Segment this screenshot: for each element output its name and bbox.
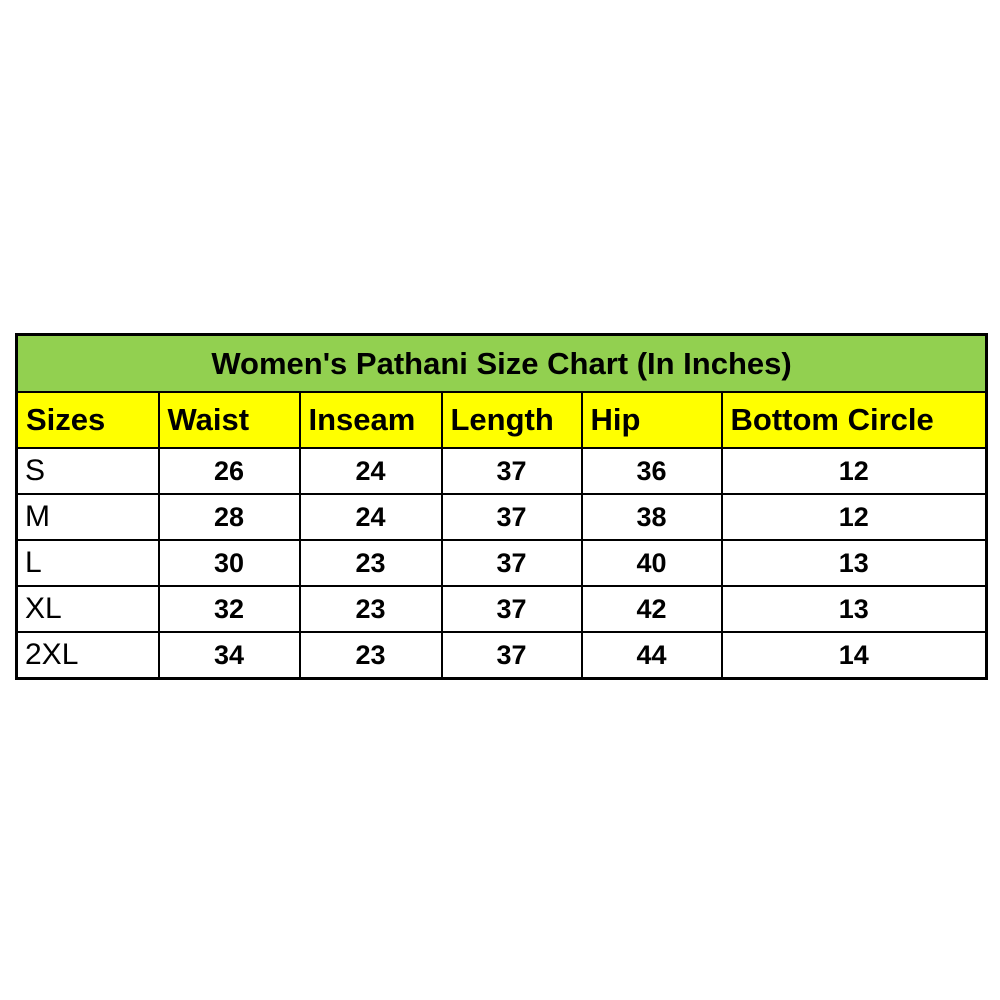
hip-value: 36 (580, 447, 723, 495)
bottom-circle-value: 12 (720, 447, 988, 495)
size-label: S (15, 447, 160, 495)
hip-value: 38 (580, 493, 723, 541)
title-row: Women's Pathani Size Chart (In Inches) (15, 333, 988, 393)
size-chart-table: Women's Pathani Size Chart (In Inches) S… (15, 333, 989, 680)
size-label: L (15, 539, 160, 587)
length-value: 37 (440, 539, 583, 587)
waist-value: 30 (157, 539, 301, 587)
inseam-value: 23 (298, 585, 443, 633)
table-row-s: S 26 24 37 36 12 (15, 447, 988, 495)
waist-value: 34 (157, 631, 301, 680)
column-header-waist: Waist (157, 391, 301, 449)
chart-title: Women's Pathani Size Chart (In Inches) (15, 333, 988, 393)
column-header-hip: Hip (580, 391, 723, 449)
inseam-value: 24 (298, 493, 443, 541)
column-header-bottom-circle: Bottom Circle (720, 391, 988, 449)
waist-value: 28 (157, 493, 301, 541)
size-label: 2XL (15, 631, 160, 680)
hip-value: 40 (580, 539, 723, 587)
waist-value: 32 (157, 585, 301, 633)
column-header-length: Length (440, 391, 583, 449)
inseam-value: 23 (298, 539, 443, 587)
table-row-l: L 30 23 37 40 13 (15, 539, 988, 587)
length-value: 37 (440, 447, 583, 495)
length-value: 37 (440, 493, 583, 541)
bottom-circle-value: 12 (720, 493, 988, 541)
column-header-sizes: Sizes (15, 391, 160, 449)
length-value: 37 (440, 585, 583, 633)
table-row-xl: XL 32 23 37 42 13 (15, 585, 988, 633)
size-label: M (15, 493, 160, 541)
inseam-value: 23 (298, 631, 443, 680)
column-header-inseam: Inseam (298, 391, 443, 449)
waist-value: 26 (157, 447, 301, 495)
header-row: Sizes Waist Inseam Length Hip Bottom Cir… (15, 391, 988, 449)
hip-value: 44 (580, 631, 723, 680)
bottom-circle-value: 14 (720, 631, 988, 680)
table-row-m: M 28 24 37 38 12 (15, 493, 988, 541)
length-value: 37 (440, 631, 583, 680)
inseam-value: 24 (298, 447, 443, 495)
bottom-circle-value: 13 (720, 539, 988, 587)
table-row-2xl: 2XL 34 23 37 44 14 (15, 631, 988, 680)
bottom-circle-value: 13 (720, 585, 988, 633)
hip-value: 42 (580, 585, 723, 633)
size-label: XL (15, 585, 160, 633)
